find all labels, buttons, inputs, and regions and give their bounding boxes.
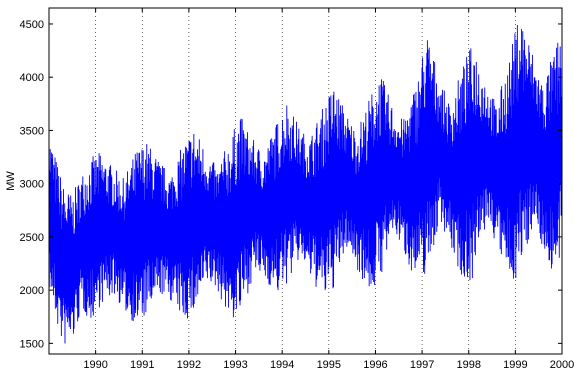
plot-frame [48, 7, 563, 355]
x-tick-label-1997: 1997 [410, 359, 434, 371]
y-tick-label-4500: 4500 [20, 19, 44, 31]
y-axis-label: MW [5, 171, 17, 191]
y-tick-label-3500: 3500 [20, 125, 44, 137]
y-tick-label-1500: 1500 [20, 338, 44, 350]
y-tick-label-4000: 4000 [20, 72, 44, 84]
x-tick-label-1990: 1990 [83, 359, 107, 371]
series-band [48, 25, 563, 344]
x-tick-label-1994: 1994 [270, 359, 294, 371]
x-axis: 1990 1991 1992 1993 1994 1995 1996 1997 1998 1999… [83, 8, 574, 371]
x-tick-label-1998: 1998 [456, 359, 480, 371]
series-line [48, 25, 563, 344]
x-tick-label-1999: 1999 [503, 359, 527, 371]
x-tick-label-1995: 1995 [317, 359, 341, 371]
x-tick-label-1993: 1993 [223, 359, 247, 371]
x-tick-label-1992: 1992 [177, 359, 201, 371]
x-tick-label-2000: 2000 [550, 359, 574, 371]
x-tick-label-1996: 1996 [363, 359, 387, 371]
x-tick-label-1991: 1991 [130, 359, 154, 371]
y-axis: 1500 2000 2500 3000 3500 4000 4500 [20, 19, 562, 350]
y-tick-label-2000: 2000 [20, 285, 44, 297]
y-tick-label-2500: 2500 [20, 232, 44, 244]
y-tick-label-3000: 3000 [20, 179, 44, 191]
